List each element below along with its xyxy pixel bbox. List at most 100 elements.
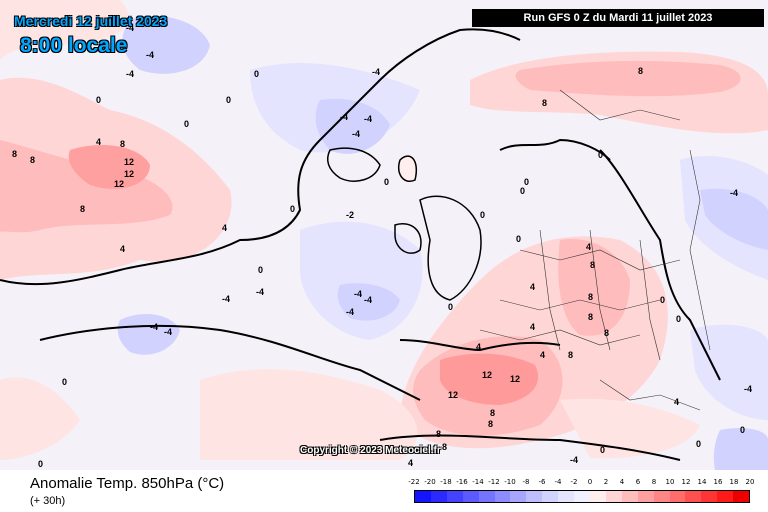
svg-text:0: 0	[384, 177, 389, 187]
scale-tick-label: 16	[713, 478, 723, 486]
scale-tick-label: -2	[570, 478, 578, 486]
svg-text:12: 12	[510, 374, 520, 384]
svg-text:4: 4	[476, 342, 481, 352]
legend-panel: Anomalie Temp. 850hPa (°C) (+ 30h) -2 2 -2…	[0, 470, 768, 512]
svg-text:-4: -4	[352, 129, 360, 139]
svg-text:8: 8	[638, 66, 643, 76]
scale-swatch	[589, 491, 606, 502]
svg-text:0: 0	[696, 439, 701, 449]
scale-tick-label: 20	[745, 478, 755, 486]
color-scale-labels: -22 -20 -18 -16 -14 -12 -10 -8 -6 -4 -2 0 2 4 6 8 10 12 14…	[408, 478, 754, 488]
svg-text:4: 4	[674, 397, 679, 407]
svg-text:8: 8	[12, 149, 17, 159]
svg-text:-4: -4	[372, 67, 380, 77]
coastlines	[0, 28, 721, 461]
svg-text:-4: -4	[126, 23, 134, 33]
svg-text:-4: -4	[164, 327, 172, 337]
scale-swatch	[733, 491, 750, 502]
scale-tick-label: -16	[456, 478, 468, 486]
svg-text:8: 8	[490, 408, 495, 418]
svg-text:0: 0	[516, 234, 521, 244]
svg-text:0: 0	[600, 445, 605, 455]
scale-tick-label: -4	[554, 478, 562, 486]
scale-tick-label: -10	[504, 478, 516, 486]
svg-text:4: 4	[96, 137, 101, 147]
svg-text:-4: -4	[146, 50, 154, 60]
scale-swatch	[542, 491, 559, 502]
svg-text:-4: -4	[222, 294, 230, 304]
scale-tick-label: -18	[440, 478, 452, 486]
forecast-time: 8:00 locale	[20, 34, 128, 57]
svg-text:-4: -4	[730, 188, 738, 198]
svg-text:12: 12	[482, 370, 492, 380]
scale-tick-label: 14	[697, 478, 707, 486]
svg-text:4: 4	[530, 322, 535, 332]
warm-anomaly-areas	[0, 0, 768, 460]
svg-text:-4: -4	[354, 289, 362, 299]
scale-tick-label: 6	[635, 478, 641, 486]
scale-tick-label: -14	[472, 478, 484, 486]
anomaly-map: -4 -4 -4 -4 0 0 0 -4 -4 -4 -4 0 0 0 8 8 …	[0, 0, 768, 470]
scale-swatch	[494, 491, 511, 502]
svg-text:8: 8	[436, 429, 441, 439]
svg-text:0: 0	[480, 210, 485, 220]
svg-text:8: 8	[542, 98, 547, 108]
svg-text:0: 0	[676, 314, 681, 324]
scale-swatch	[653, 491, 670, 502]
svg-text:-4: -4	[346, 307, 354, 317]
cold-anomaly-areas	[117, 16, 768, 470]
scale-tick-label: 10	[665, 478, 675, 486]
svg-text:0: 0	[524, 177, 529, 187]
svg-text:0: 0	[62, 377, 67, 387]
svg-text:12: 12	[124, 157, 134, 167]
svg-text:0: 0	[740, 425, 745, 435]
svg-text:-4: -4	[256, 287, 264, 297]
map-canvas: -4 -4 -4 -4 0 0 0 -4 -4 -4 -4 0 0 0 8 8 …	[0, 0, 768, 470]
model-run-label: Run GFS 0 Z du Mardi 11 juillet 2023	[472, 9, 764, 27]
scale-swatch	[430, 491, 447, 502]
svg-text:12: 12	[448, 390, 458, 400]
scale-swatch	[637, 491, 654, 502]
scale-tick-label: 2	[603, 478, 609, 486]
scale-tick-label: 4	[619, 478, 625, 486]
scale-swatch	[510, 491, 527, 502]
svg-text:0: 0	[660, 295, 665, 305]
svg-text:8: 8	[588, 292, 593, 302]
svg-text:0: 0	[254, 69, 259, 79]
svg-text:8: 8	[568, 350, 573, 360]
svg-text:4: 4	[530, 282, 535, 292]
svg-text:0: 0	[290, 204, 295, 214]
contour-labels: -4 -4 -4 -4 0 0 0 -4 -4 -4 -4 0 0 0 8 8 …	[12, 23, 752, 469]
scale-swatch	[669, 491, 686, 502]
svg-text:-2: -2	[346, 210, 354, 220]
scale-tick-label: -20	[424, 478, 436, 486]
scale-tick-label: -8	[522, 478, 530, 486]
svg-text:0: 0	[448, 302, 453, 312]
scale-swatch	[701, 491, 718, 502]
scale-swatch	[526, 491, 543, 502]
svg-text:-4: -4	[570, 455, 578, 465]
svg-text:-4: -4	[150, 322, 158, 332]
lead-time: (+ 30h)	[30, 495, 66, 507]
svg-text:8: 8	[442, 442, 447, 452]
forecast-date: Mercredi 12 juillet 2023	[14, 13, 168, 29]
svg-text:-4: -4	[364, 114, 372, 124]
svg-text:8: 8	[604, 328, 609, 338]
copyright-text: Copyright © 2023 Meteociel.fr	[300, 445, 441, 456]
scale-swatch	[685, 491, 702, 502]
scale-tick-label: 8	[651, 478, 657, 486]
scale-swatch	[446, 491, 463, 502]
scale-tick-label: 18	[729, 478, 739, 486]
scale-swatch	[621, 491, 638, 502]
svg-text:-4: -4	[24, 37, 32, 47]
scale-swatch	[605, 491, 622, 502]
svg-text:4: 4	[120, 244, 125, 254]
svg-text:8: 8	[80, 204, 85, 214]
svg-text:0: 0	[38, 459, 43, 469]
svg-text:4: 4	[408, 458, 413, 468]
svg-text:4: 4	[586, 242, 591, 252]
svg-text:0: 0	[258, 265, 263, 275]
parameter-title: Anomalie Temp. 850hPa (°C)	[30, 475, 225, 492]
scale-tick-label: 12	[681, 478, 691, 486]
borders	[479, 89, 711, 411]
